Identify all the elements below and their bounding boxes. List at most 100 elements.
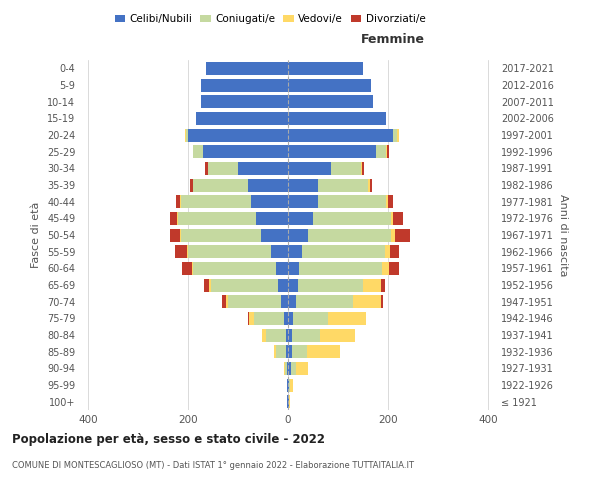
- Bar: [391, 228, 395, 241]
- Bar: [288, 395, 289, 408]
- Bar: [208, 162, 238, 175]
- Bar: [281, 295, 288, 308]
- Bar: [385, 245, 389, 258]
- Bar: [298, 278, 363, 291]
- Bar: [169, 228, 179, 241]
- Bar: [288, 145, 376, 158]
- Bar: [288, 245, 302, 258]
- Text: Femmine: Femmine: [361, 33, 425, 46]
- Bar: [389, 245, 398, 258]
- Bar: [288, 362, 290, 375]
- Bar: [289, 378, 290, 392]
- Bar: [386, 195, 388, 208]
- Bar: [286, 328, 288, 342]
- Bar: [248, 312, 249, 325]
- Bar: [193, 262, 275, 275]
- Bar: [287, 378, 288, 392]
- Bar: [196, 112, 288, 125]
- Bar: [288, 95, 373, 108]
- Bar: [288, 212, 313, 225]
- Bar: [288, 228, 308, 241]
- Bar: [290, 378, 293, 392]
- Bar: [361, 162, 364, 175]
- Bar: [262, 328, 265, 342]
- Bar: [388, 195, 393, 208]
- Bar: [276, 345, 286, 358]
- Bar: [370, 178, 372, 192]
- Text: COMUNE DI MONTESCAGLIOSO (MT) - Dati ISTAT 1° gennaio 2022 - Elaborazione TUTTAI: COMUNE DI MONTESCAGLIOSO (MT) - Dati IST…: [12, 460, 414, 469]
- Bar: [296, 295, 353, 308]
- Bar: [318, 195, 386, 208]
- Bar: [205, 62, 288, 75]
- Bar: [376, 145, 386, 158]
- Bar: [288, 162, 331, 175]
- Bar: [293, 312, 328, 325]
- Bar: [288, 295, 296, 308]
- Bar: [254, 312, 284, 325]
- Bar: [288, 178, 318, 192]
- Bar: [200, 78, 288, 92]
- Bar: [313, 212, 391, 225]
- Bar: [205, 162, 208, 175]
- Bar: [187, 245, 188, 258]
- Bar: [175, 195, 179, 208]
- Bar: [238, 162, 288, 175]
- Bar: [200, 95, 288, 108]
- Bar: [288, 62, 363, 75]
- Bar: [395, 228, 409, 241]
- Bar: [288, 328, 292, 342]
- Bar: [260, 228, 288, 241]
- Bar: [382, 262, 389, 275]
- Bar: [226, 295, 228, 308]
- Bar: [287, 395, 288, 408]
- Bar: [307, 345, 340, 358]
- Legend: Celibi/Nubili, Coniugati/e, Vedovi/e, Divorziati/e: Celibi/Nubili, Coniugati/e, Vedovi/e, Di…: [110, 10, 430, 29]
- Bar: [209, 278, 211, 291]
- Bar: [275, 262, 288, 275]
- Bar: [284, 312, 288, 325]
- Bar: [193, 145, 203, 158]
- Bar: [387, 145, 389, 158]
- Bar: [288, 345, 292, 358]
- Bar: [182, 262, 192, 275]
- Bar: [363, 278, 380, 291]
- Bar: [389, 262, 399, 275]
- Bar: [299, 262, 382, 275]
- Bar: [287, 362, 288, 375]
- Bar: [288, 278, 298, 291]
- Bar: [393, 212, 403, 225]
- Bar: [249, 312, 254, 325]
- Bar: [190, 178, 193, 192]
- Bar: [178, 212, 256, 225]
- Bar: [386, 145, 387, 158]
- Bar: [328, 312, 365, 325]
- Bar: [256, 212, 288, 225]
- Bar: [353, 295, 380, 308]
- Bar: [181, 195, 251, 208]
- Bar: [286, 345, 288, 358]
- Bar: [380, 278, 385, 291]
- Bar: [221, 295, 226, 308]
- Bar: [203, 145, 288, 158]
- Bar: [181, 228, 260, 241]
- Bar: [288, 378, 289, 392]
- Bar: [228, 295, 281, 308]
- Bar: [368, 178, 370, 192]
- Y-axis label: Anni di nascita: Anni di nascita: [557, 194, 568, 276]
- Bar: [175, 245, 187, 258]
- Bar: [285, 362, 287, 375]
- Bar: [288, 78, 371, 92]
- Bar: [204, 278, 209, 291]
- Bar: [288, 128, 393, 141]
- Bar: [274, 345, 276, 358]
- Bar: [308, 228, 391, 241]
- Bar: [169, 212, 177, 225]
- Bar: [296, 362, 308, 375]
- Bar: [391, 212, 393, 225]
- Bar: [179, 195, 181, 208]
- Bar: [292, 345, 307, 358]
- Bar: [188, 128, 288, 141]
- Bar: [288, 262, 299, 275]
- Bar: [290, 362, 296, 375]
- Bar: [288, 195, 318, 208]
